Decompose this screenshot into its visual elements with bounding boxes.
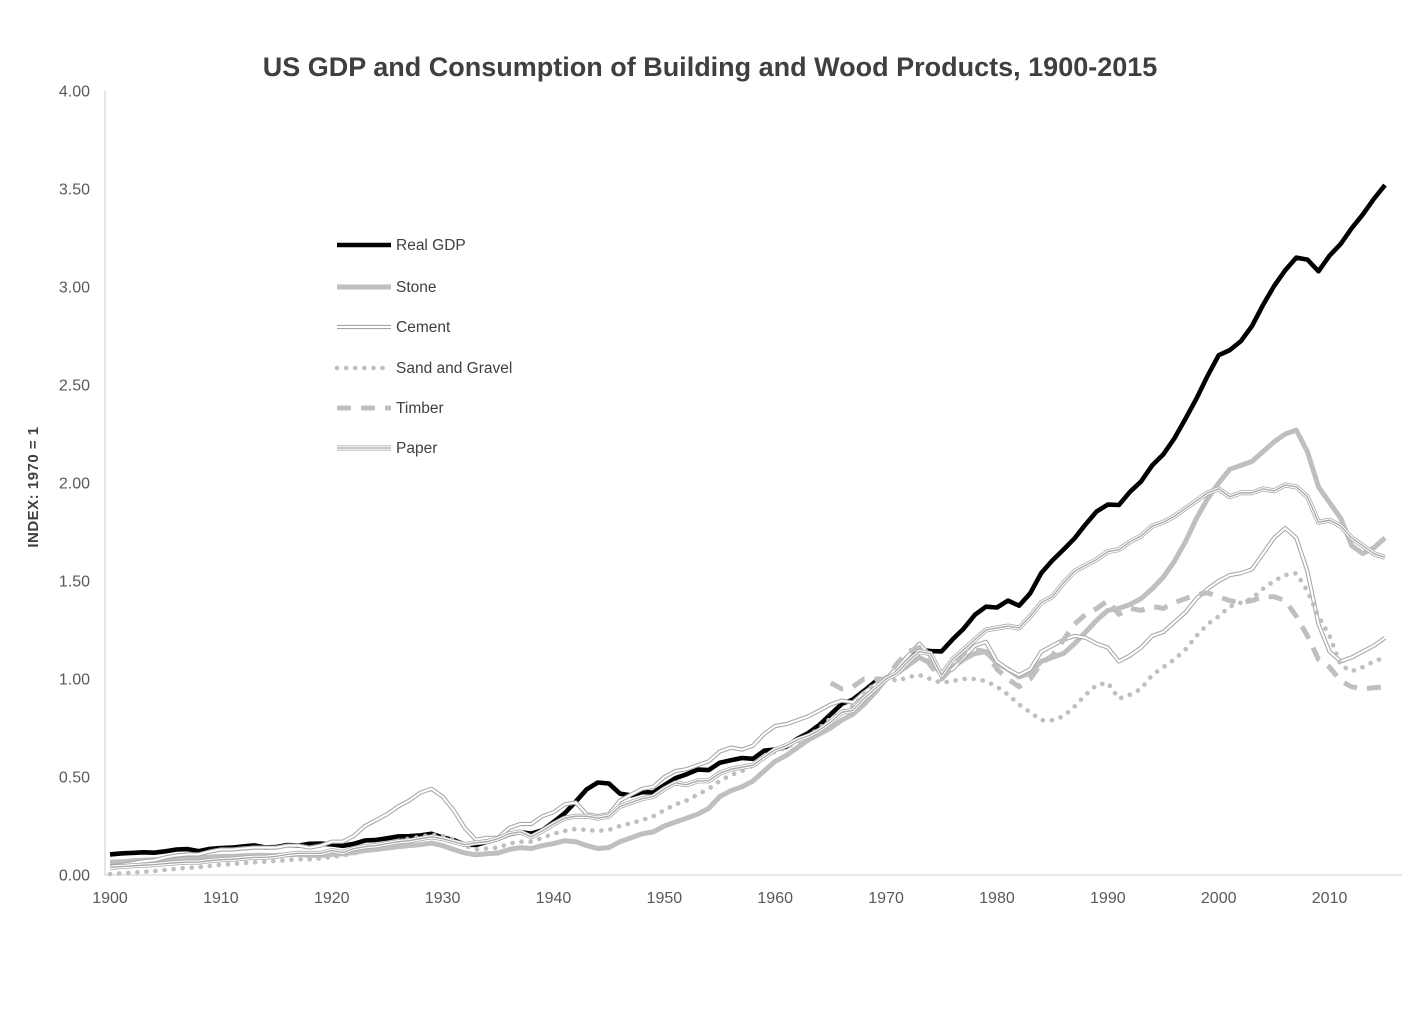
series-line-paper-layer2 <box>109 484 1386 868</box>
y-tick-label: 1.50 <box>59 574 90 591</box>
x-tick-label: 1950 <box>647 890 683 907</box>
legend-item-real-gdp: Real GDP <box>337 237 466 254</box>
legend: Real GDP Stone Cement Sand and Gravel Timber… <box>334 237 512 457</box>
legend-item-timber: Timber <box>337 400 444 417</box>
y-tick-label: 4.00 <box>59 84 90 101</box>
x-tick-label: 1930 <box>425 890 461 907</box>
y-tick-label: 3.50 <box>59 182 90 199</box>
y-axis-title: INDEX: 1970 = 1 <box>25 426 42 547</box>
legend-label: Stone <box>396 279 437 296</box>
y-tick-label: 2.50 <box>59 378 90 395</box>
legend-item-sand-and-gravel: Sand and Gravel <box>334 360 512 377</box>
series-line-stone <box>109 427 1387 865</box>
series-line-sand-and-gravel <box>107 570 1388 877</box>
x-tick-label: 1900 <box>92 890 128 907</box>
series-lines <box>107 183 1388 877</box>
y-tick-label: 0.00 <box>59 868 90 885</box>
x-tick-label: 1960 <box>757 890 793 907</box>
series-line-paper <box>109 482 1386 870</box>
y-tick-label: 3.00 <box>59 280 90 297</box>
legend-label: Paper <box>396 440 437 457</box>
axes: 0.00 0.50 1.00 1.50 2.00 2.50 3.00 3.50 4.00 1900… <box>59 84 1402 907</box>
y-tick-label: 2.00 <box>59 476 90 493</box>
x-tick-label: 1920 <box>314 890 350 907</box>
legend-item-paper: Paper <box>337 440 437 457</box>
series-line-timber <box>829 590 1386 692</box>
x-tick-label: 1980 <box>979 890 1015 907</box>
x-tick-label: 2010 <box>1312 890 1348 907</box>
legend-label: Sand and Gravel <box>396 360 512 377</box>
x-tick-label: 1970 <box>868 890 904 907</box>
x-tick-label: 1910 <box>203 890 239 907</box>
series-line-paper-layer1 <box>109 483 1386 869</box>
legend-label: Real GDP <box>396 237 466 254</box>
legend-item-stone: Stone <box>337 279 437 296</box>
chart-title: US GDP and Consumption of Building and W… <box>263 52 1158 82</box>
y-tick-label: 1.00 <box>59 672 90 689</box>
legend-label: Timber <box>396 400 444 417</box>
x-tick-label: 1990 <box>1090 890 1126 907</box>
x-tick-label: 2000 <box>1201 890 1237 907</box>
series-line-cement-layer1 <box>109 527 1386 868</box>
legend-item-cement: Cement <box>337 319 451 336</box>
series-line-cement <box>109 525 1387 869</box>
x-tick-label: 1940 <box>536 890 572 907</box>
y-tick-label: 0.50 <box>59 770 90 787</box>
legend-label: Cement <box>396 319 451 336</box>
